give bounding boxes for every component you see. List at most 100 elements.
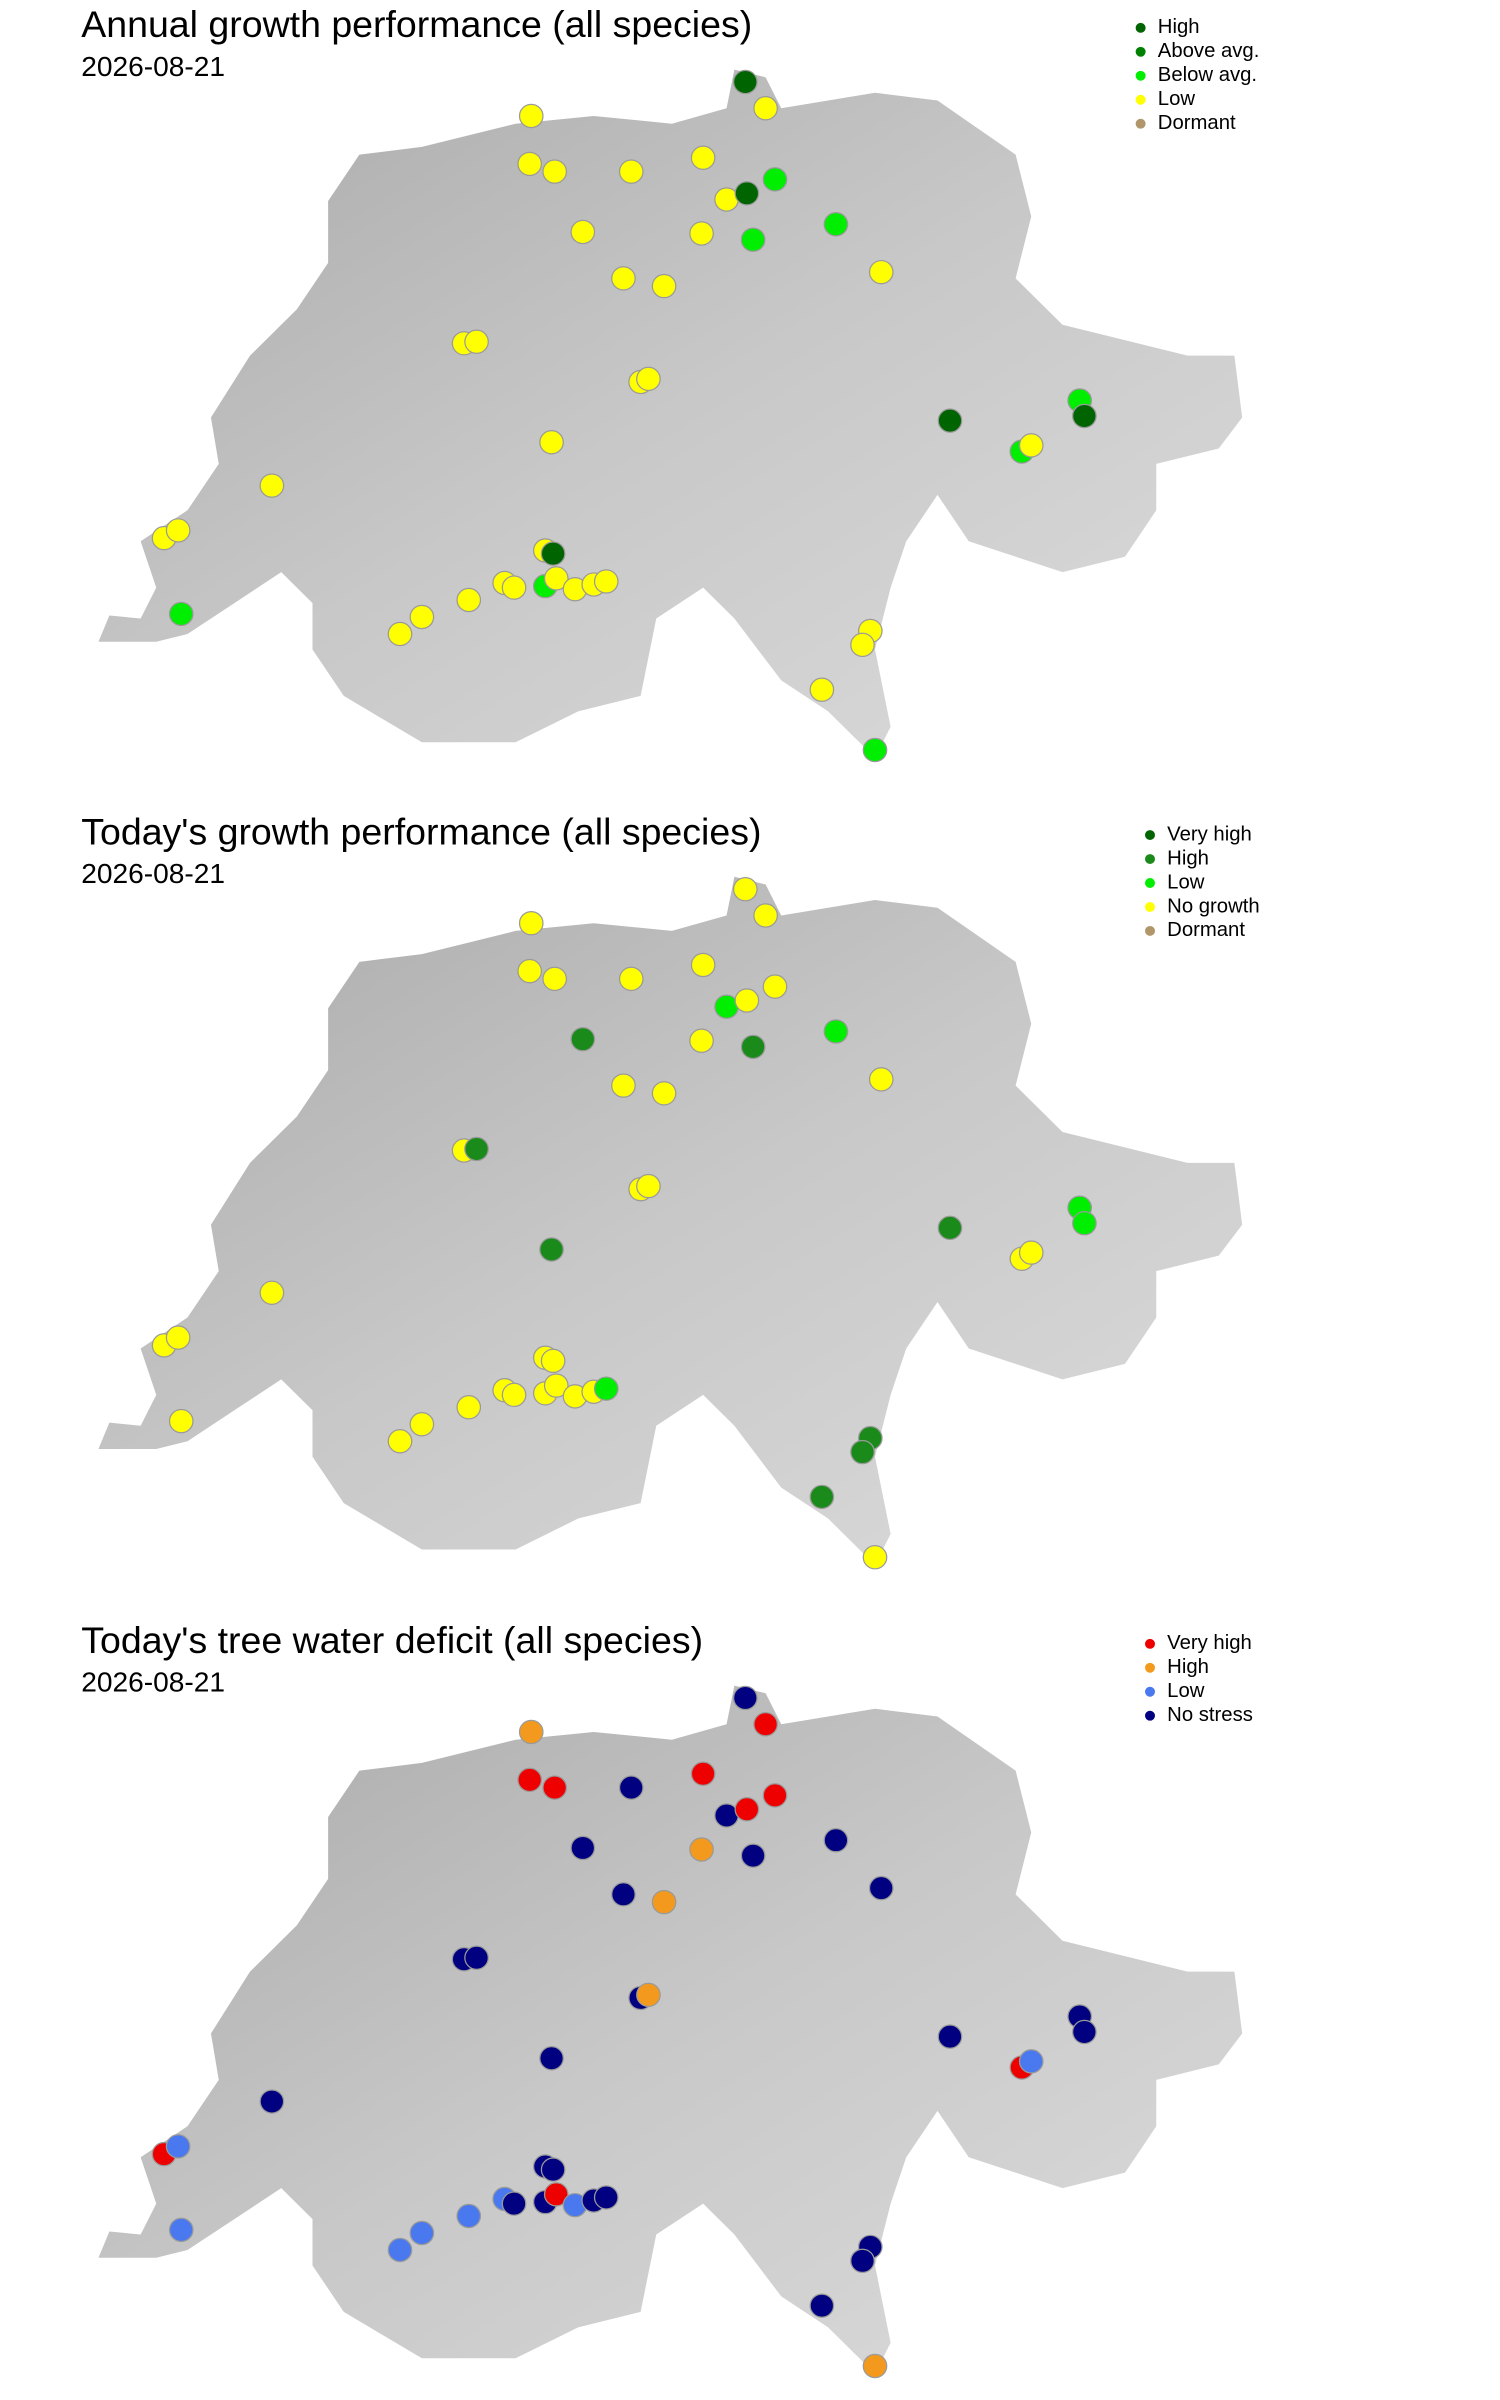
site-marker	[501, 575, 527, 600]
site-marker	[593, 2185, 619, 2210]
site-marker	[618, 159, 644, 184]
site-marker	[387, 621, 413, 647]
legend-dot	[1145, 1638, 1155, 1649]
maps: Annual growth performance (all species) 2…	[81, 3, 1260, 2379]
site-marker	[734, 988, 760, 1013]
site-marker	[762, 167, 788, 192]
site-marker	[611, 1073, 636, 1098]
legend-label: Above avg.	[1158, 40, 1260, 62]
site-marker	[593, 569, 619, 594]
site-marker	[937, 408, 963, 433]
map-panel: Today's growth performance (all species)…	[81, 811, 1260, 1570]
site-marker	[762, 974, 788, 999]
site-marker	[753, 96, 778, 121]
legend-label: No growth	[1167, 895, 1259, 917]
site-marker	[1018, 1240, 1044, 1265]
site-marker	[409, 604, 435, 630]
map-panel: Annual growth performance (all species) 2…	[81, 3, 1260, 763]
site-marker	[618, 1775, 644, 1800]
site-marker	[636, 1982, 661, 2008]
site-marker	[518, 103, 544, 129]
site-marker	[862, 2353, 888, 2379]
legend-dot	[1145, 925, 1155, 936]
site-marker	[636, 1173, 661, 1199]
map-outline	[98, 876, 1243, 1565]
site-marker	[165, 1325, 191, 1350]
site-marker	[387, 1429, 413, 1454]
site-marker	[517, 958, 543, 984]
legend-label: Low	[1167, 1680, 1205, 1702]
map-outline	[98, 69, 1243, 758]
legend-dot	[1145, 1662, 1155, 1673]
site-marker	[809, 677, 835, 702]
legend-dot	[1135, 70, 1146, 81]
site-marker	[501, 1382, 527, 1408]
site-marker	[542, 966, 568, 992]
site-marker	[732, 876, 758, 902]
site-marker	[539, 430, 564, 455]
site-marker	[740, 227, 766, 252]
site-marker	[409, 1412, 435, 1437]
site-marker	[1072, 403, 1097, 429]
site-marker	[540, 2157, 566, 2182]
site-marker	[517, 1767, 543, 1793]
site-marker	[823, 1019, 849, 1044]
site-marker	[168, 2217, 194, 2243]
site-marker	[937, 2024, 963, 2049]
legend-label: Low	[1167, 871, 1205, 893]
site-marker	[543, 1373, 569, 1398]
legend-dot	[1145, 878, 1155, 888]
legend-dot	[1135, 46, 1146, 57]
site-marker	[456, 2203, 482, 2229]
site-marker	[539, 1237, 564, 1262]
map-title: Today's tree water deficit (all species)	[81, 1619, 703, 1661]
site-marker	[689, 221, 714, 246]
site-marker	[518, 1719, 544, 1745]
site-marker	[809, 1484, 835, 1510]
site-marker	[464, 329, 489, 354]
site-marker	[850, 632, 875, 658]
legend-label: Below avg.	[1158, 64, 1257, 86]
site-marker	[937, 1215, 963, 1241]
site-marker	[593, 1376, 619, 1401]
legend-dot	[1135, 22, 1146, 33]
legend-dot	[1145, 1686, 1155, 1697]
site-marker	[464, 1945, 489, 1970]
site-marker	[570, 1835, 596, 1861]
legend-dot	[1145, 1710, 1155, 1721]
site-marker	[753, 1712, 778, 1737]
site-marker	[1018, 2049, 1044, 2074]
site-marker	[540, 541, 566, 566]
legend-label: High	[1158, 16, 1200, 38]
site-marker	[689, 1028, 714, 1053]
site-marker	[409, 2220, 435, 2246]
site-marker	[168, 601, 194, 627]
site-marker	[740, 1843, 766, 1868]
site-marker	[734, 1797, 760, 1822]
site-marker	[259, 1280, 285, 1305]
legend-dot	[1135, 94, 1146, 105]
site-marker	[1072, 2019, 1097, 2045]
site-marker	[753, 903, 778, 928]
site-marker	[540, 1348, 566, 1374]
site-marker	[387, 2237, 413, 2263]
site-marker	[1072, 1210, 1097, 1236]
map-date: 2026-08-21	[81, 1667, 225, 1698]
site-marker	[868, 259, 894, 285]
site-marker	[862, 1545, 888, 1570]
site-marker	[464, 1136, 489, 1162]
legend-dot	[1145, 902, 1155, 912]
site-marker	[651, 273, 677, 299]
legend-dot	[1145, 830, 1155, 840]
site-marker	[690, 1761, 716, 1786]
site-marker	[850, 2248, 875, 2274]
site-marker	[542, 159, 568, 184]
site-marker	[690, 952, 716, 978]
site-marker	[543, 566, 569, 591]
site-marker	[732, 69, 758, 95]
site-marker	[740, 1034, 766, 1060]
site-marker	[165, 518, 191, 543]
site-marker	[518, 910, 544, 936]
